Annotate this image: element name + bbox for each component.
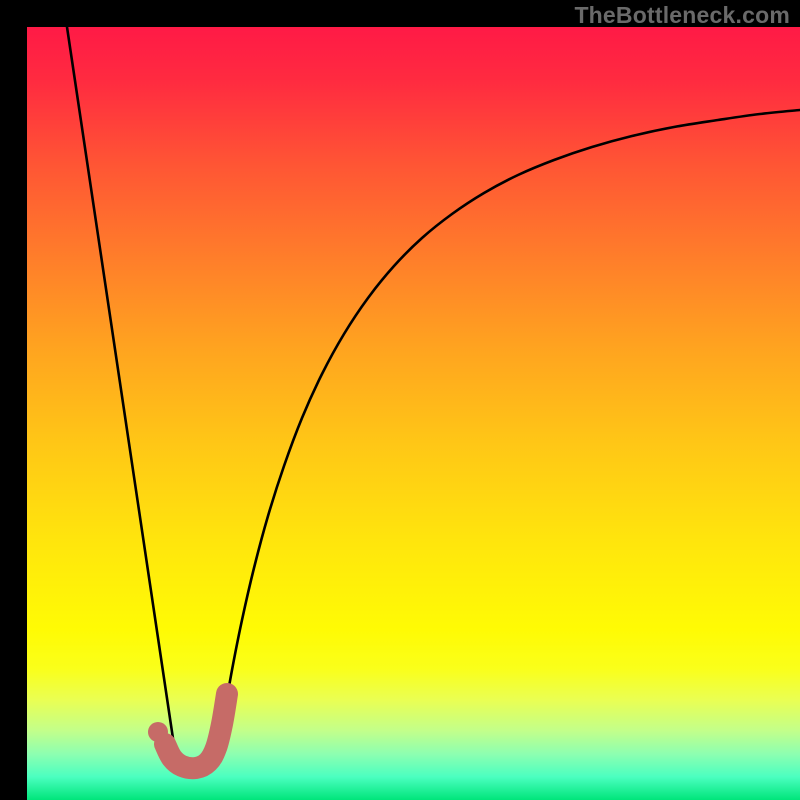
watermark-text: TheBottleneck.com: [574, 2, 790, 29]
plot-area: [27, 27, 800, 800]
curves-layer: [27, 27, 800, 800]
chart-canvas: TheBottleneck.com: [0, 0, 800, 800]
